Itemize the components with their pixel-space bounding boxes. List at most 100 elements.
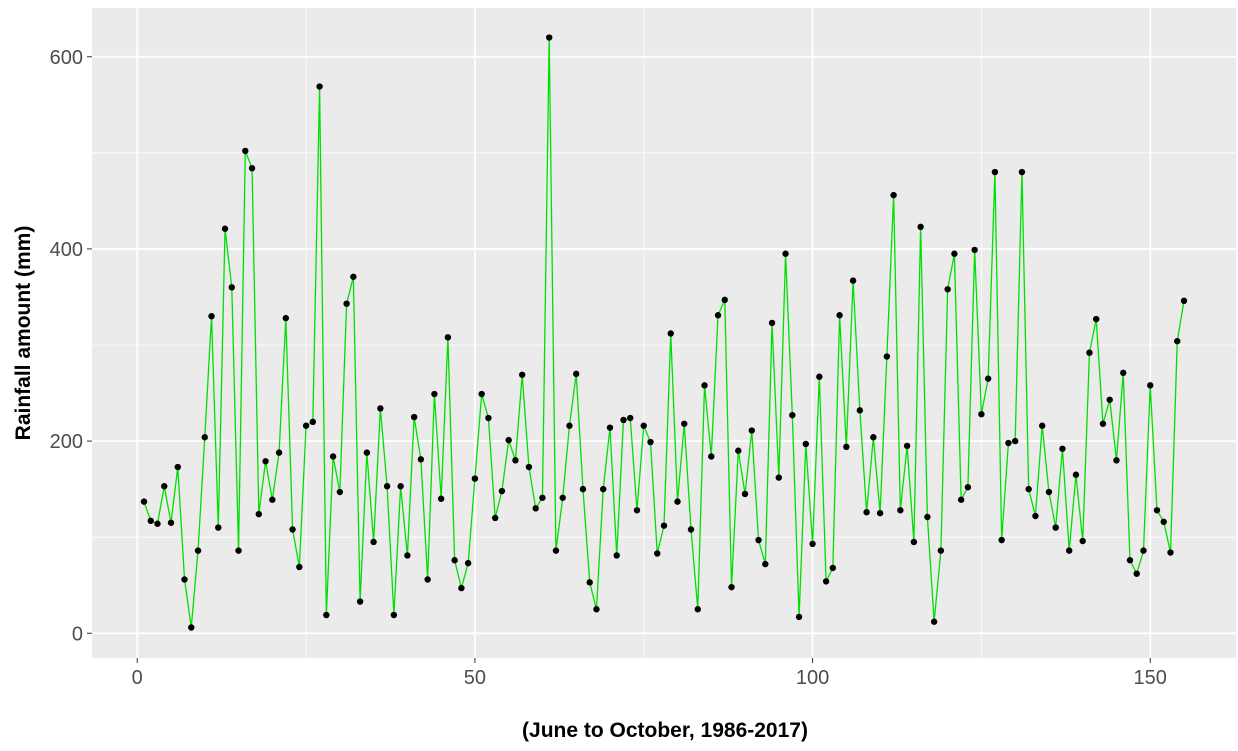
data-point: [343, 300, 350, 307]
y-tick-label: 0: [72, 623, 83, 645]
data-point: [755, 536, 762, 544]
data-point: [228, 284, 235, 291]
data-point: [849, 277, 857, 284]
data-point: [795, 613, 803, 621]
x-tick-label: 150: [1134, 667, 1167, 689]
data-point: [1072, 471, 1080, 478]
data-point: [1045, 488, 1053, 496]
data-point: [964, 484, 972, 491]
data-point: [1018, 168, 1026, 176]
data-point: [1086, 349, 1093, 356]
data-point: [1093, 315, 1100, 323]
data-point: [390, 611, 398, 619]
data-point: [944, 286, 951, 293]
data-point: [1025, 485, 1032, 493]
data-point: [890, 191, 897, 199]
data-point: [681, 420, 688, 427]
data-point: [660, 522, 668, 529]
data-point: [863, 508, 870, 516]
data-point: [383, 483, 391, 490]
data-point: [417, 456, 425, 463]
data-point: [215, 524, 222, 531]
data-point: [525, 463, 533, 471]
data-point: [654, 550, 661, 557]
plot-panel: [92, 8, 1236, 658]
data-point: [282, 314, 290, 322]
data-point: [870, 434, 877, 441]
data-point: [154, 520, 161, 527]
data-point: [1052, 524, 1059, 531]
data-point: [181, 576, 188, 583]
data-point: [1099, 420, 1107, 427]
data-point: [1005, 439, 1012, 447]
data-point: [491, 514, 499, 522]
data-point: [201, 434, 208, 441]
data-point: [951, 250, 958, 257]
data-point: [917, 223, 924, 231]
data-point: [1079, 537, 1086, 545]
data-point: [748, 427, 755, 434]
data-point: [606, 424, 614, 431]
data-point: [728, 583, 735, 591]
data-point: [262, 458, 269, 465]
data-point: [248, 165, 256, 172]
x-axis-title: (June to October, 1986-2017): [522, 719, 808, 742]
data-point: [694, 606, 701, 613]
data-point: [458, 584, 465, 592]
data-point: [410, 413, 418, 421]
data-point: [593, 606, 600, 613]
data-point: [620, 416, 627, 424]
data-point: [667, 330, 674, 337]
data-point: [167, 519, 175, 526]
data-point: [1167, 549, 1174, 556]
data-point: [708, 453, 715, 460]
data-point: [1174, 337, 1181, 345]
data-point: [309, 418, 317, 426]
data-point: [329, 453, 337, 460]
data-point: [613, 552, 620, 559]
data-point: [235, 547, 242, 554]
data-point: [701, 382, 708, 389]
data-point: [485, 414, 492, 422]
data-point: [323, 611, 330, 619]
data-point: [1160, 518, 1167, 526]
data-point: [978, 410, 985, 418]
data-point: [741, 490, 749, 498]
x-tick-label: 100: [796, 667, 829, 689]
data-point: [822, 578, 830, 585]
data-point: [687, 526, 695, 533]
data-point: [275, 449, 283, 456]
data-point: [971, 246, 978, 254]
data-point: [984, 375, 992, 382]
data-point: [883, 353, 891, 360]
data-point: [518, 371, 526, 378]
data-point: [437, 495, 445, 502]
data-point: [174, 463, 181, 471]
data-point: [302, 422, 310, 429]
y-axis-title: Rainfall amount (mm): [12, 226, 35, 441]
data-point: [640, 422, 647, 429]
data-point: [478, 390, 485, 398]
data-point: [1038, 422, 1046, 429]
data-point: [255, 510, 263, 518]
data-point: [573, 370, 580, 378]
data-point: [559, 494, 566, 501]
data-point: [836, 312, 843, 319]
data-point: [991, 168, 999, 176]
data-point: [316, 83, 323, 90]
data-point: [350, 273, 357, 280]
data-point: [1140, 547, 1147, 554]
data-point: [1011, 437, 1019, 445]
data-point: [566, 422, 573, 429]
data-point: [1147, 382, 1154, 389]
data-point: [647, 438, 654, 446]
data-point: [856, 407, 864, 414]
data-point: [924, 513, 931, 521]
data-point: [627, 414, 634, 422]
data-point: [897, 507, 904, 514]
data-point: [633, 507, 641, 514]
data-point: [424, 576, 431, 583]
data-point: [431, 390, 438, 398]
data-point: [1133, 570, 1140, 577]
